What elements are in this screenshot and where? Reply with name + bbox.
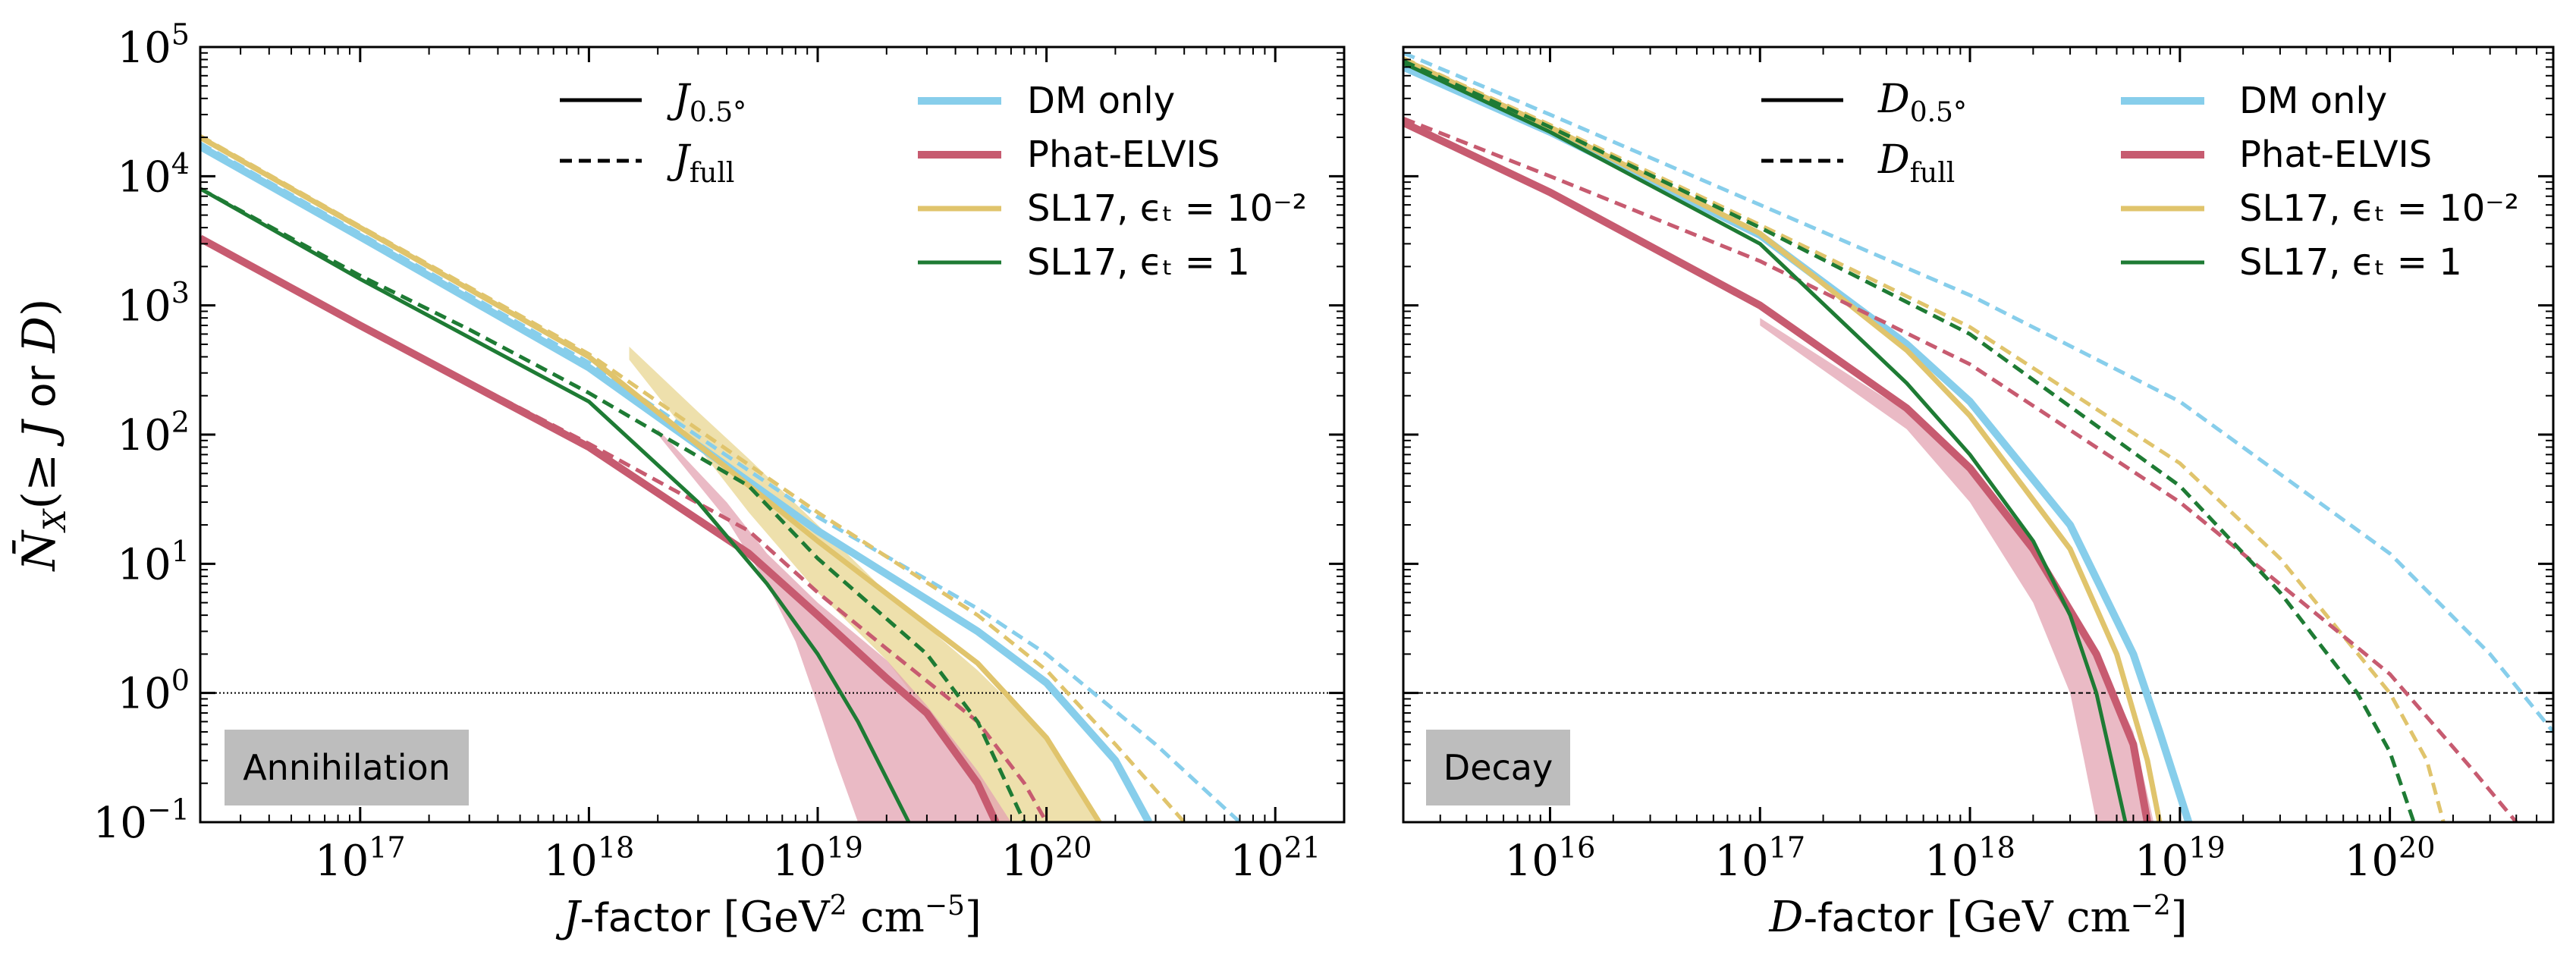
legend-linestyle-label: J0.5° bbox=[667, 77, 746, 128]
legend-linestyle-label: Dfull bbox=[1877, 137, 1955, 189]
series-line bbox=[200, 135, 1102, 822]
x-tick-label: 1016 bbox=[1505, 831, 1596, 886]
legend-model-label: SL17, ϵₜ = 1 bbox=[1027, 241, 1250, 284]
panel-label: Decay bbox=[1444, 747, 1553, 788]
series-line bbox=[1403, 56, 2446, 822]
decay-panel: 1016 1017 1018 1019 1020 D0.5° Dfull DM only Pha… bbox=[1402, 46, 2555, 886]
y-tick-label: 100 bbox=[118, 664, 190, 719]
legend-model-label: SL17, ϵₜ = 10⁻² bbox=[1027, 187, 1307, 230]
legend-model-label: DM only bbox=[1027, 80, 1175, 122]
y-tick-label: 103 bbox=[118, 276, 190, 331]
series-line bbox=[1403, 59, 2416, 822]
plot-area bbox=[1403, 51, 2553, 822]
legend-model-label: DM only bbox=[2239, 80, 2387, 122]
x-tick-label: 1018 bbox=[544, 831, 635, 886]
legend-linestyle-label: D0.5° bbox=[1877, 77, 1967, 128]
x-tick-label: 1017 bbox=[1714, 831, 1805, 886]
series-line bbox=[1403, 116, 2518, 822]
series-line bbox=[1403, 51, 2553, 733]
x-tick-label: 1017 bbox=[315, 831, 406, 886]
legend-model-label: Phat-ELVIS bbox=[1027, 133, 1220, 176]
panel-label-box bbox=[1426, 730, 1570, 805]
y-axis-label: N̄X(≥ J or D) bbox=[12, 299, 73, 573]
panel-label-box bbox=[225, 730, 469, 805]
series-line bbox=[200, 141, 1242, 822]
series-line bbox=[1403, 119, 2151, 822]
x-axis-label-left: J-factor [GeV2 cm−5] bbox=[555, 890, 982, 942]
annihilation-panel: 10−1 100 101 102 103 104 105 1017 1018 1019 1020 10… bbox=[93, 17, 1346, 886]
x-tick-label: 1021 bbox=[1230, 831, 1321, 886]
legend-model-label: Phat-ELVIS bbox=[2239, 133, 2432, 176]
y-tick-label: 105 bbox=[118, 17, 190, 73]
x-tick-label: 1018 bbox=[1924, 831, 2015, 886]
x-tick-label: 1020 bbox=[2345, 831, 2436, 886]
plot-area bbox=[200, 134, 1344, 822]
confidence-band bbox=[629, 347, 1100, 822]
y-tick-label: 10−1 bbox=[93, 793, 190, 848]
series-line bbox=[200, 237, 1048, 822]
series-line bbox=[1403, 61, 2128, 822]
x-axis-label-right: D-factor [GeV cm−2] bbox=[1768, 890, 2187, 942]
series-line bbox=[200, 134, 1186, 822]
legend-linestyle-label: Jfull bbox=[667, 137, 734, 189]
legend-model-label: SL17, ϵₜ = 10⁻² bbox=[2239, 187, 2519, 230]
series-line bbox=[1403, 63, 2193, 822]
legend-model-label: SL17, ϵₜ = 1 bbox=[2239, 241, 2462, 284]
y-tick-label: 102 bbox=[118, 405, 190, 460]
y-tick-label: 101 bbox=[118, 535, 190, 590]
series-line bbox=[200, 143, 1152, 822]
panel-label: Annihilation bbox=[243, 747, 451, 788]
x-tick-label: 1019 bbox=[2135, 831, 2226, 886]
x-tick-label: 1020 bbox=[1001, 831, 1092, 886]
x-tick-label: 1019 bbox=[772, 831, 863, 886]
y-tick-label: 104 bbox=[118, 147, 190, 203]
series-line bbox=[200, 187, 911, 822]
